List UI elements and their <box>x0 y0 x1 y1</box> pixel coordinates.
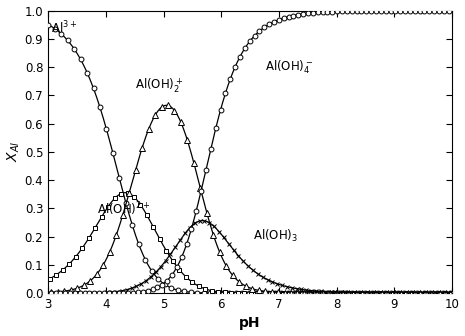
Text: Al(OH)$_3$: Al(OH)$_3$ <box>253 227 298 244</box>
X-axis label: pH: pH <box>239 317 261 330</box>
Text: Al(OH)$_2^+$: Al(OH)$_2^+$ <box>135 77 183 95</box>
Text: Al(OH)$^{2+}$: Al(OH)$^{2+}$ <box>97 201 151 218</box>
Text: Al$^{3+}$: Al$^{3+}$ <box>51 19 77 36</box>
Y-axis label: $X_{Al}$: $X_{Al}$ <box>6 141 22 163</box>
Text: Al(OH)$_4^-$: Al(OH)$_4^-$ <box>265 58 313 76</box>
